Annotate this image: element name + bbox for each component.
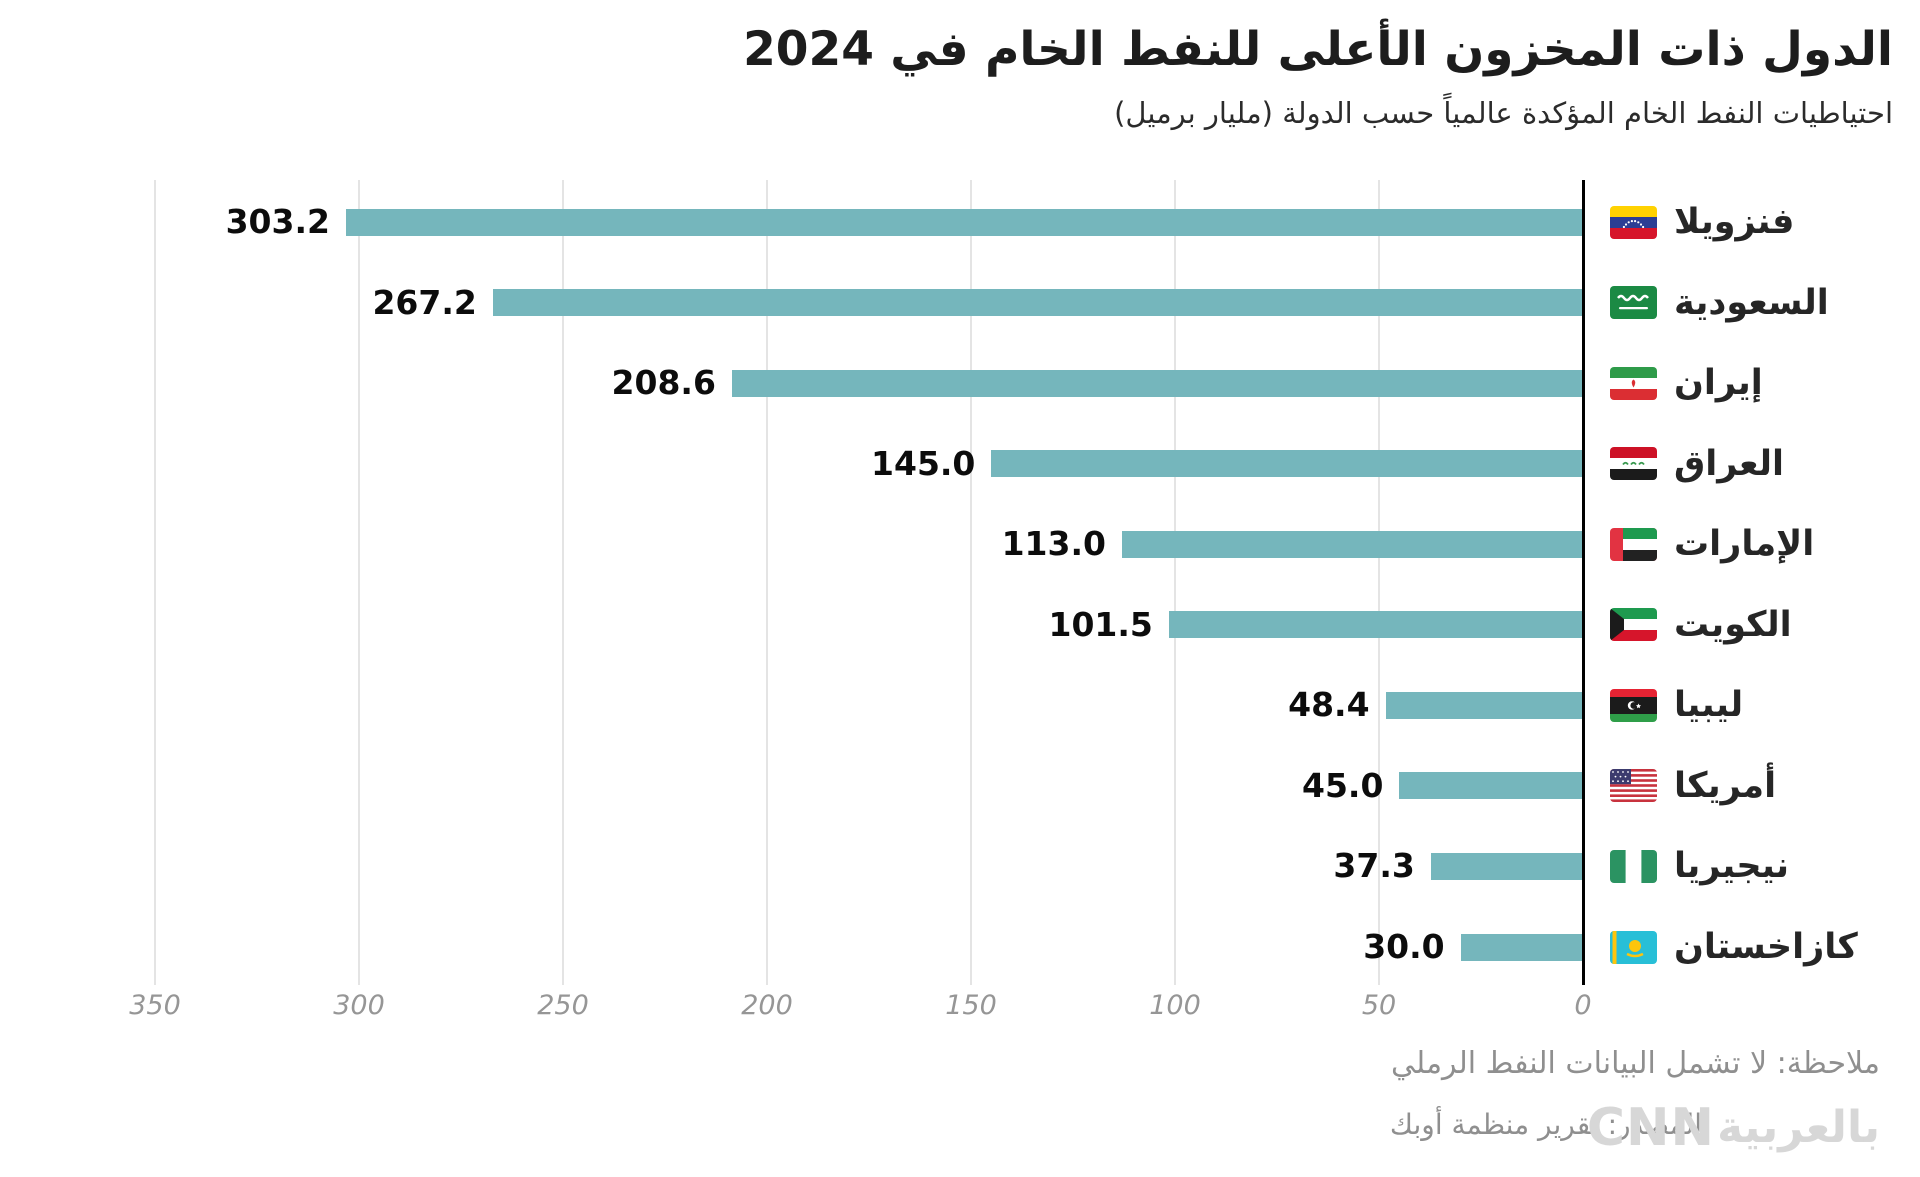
y-axis-zero-line	[1581, 180, 1585, 985]
bar-venezuela	[345, 208, 1583, 236]
value-label-nigeria: 37.3	[1333, 846, 1415, 886]
kazakhstan-flag-icon	[1610, 930, 1657, 964]
country-label-uae: الإمارات	[1674, 524, 1815, 565]
x-tick-350: 350	[129, 990, 181, 1021]
gridline-100	[1174, 180, 1176, 985]
country-label-kazakhstan: كازاخستان	[1674, 927, 1858, 968]
value-label-libya: 48.4	[1288, 685, 1370, 725]
plot-area: 303.2 267.2 208.6 145.0 113.0 101.5 48.4 45.0 37…	[154, 180, 1585, 985]
value-label-saudi-arabia: 267.2	[372, 282, 477, 322]
libya-flag-icon	[1610, 688, 1657, 722]
bar-kuwait	[1168, 611, 1583, 639]
gridline-350	[154, 180, 156, 985]
uae-flag-icon	[1610, 527, 1657, 561]
kuwait-flag-icon	[1610, 608, 1657, 642]
country-label-iran: إيران	[1674, 363, 1763, 404]
gridline-150	[970, 180, 972, 985]
value-label-iraq: 145.0	[871, 443, 976, 483]
x-tick-50: 50	[1361, 990, 1397, 1021]
country-label-usa: أمريكا	[1674, 765, 1777, 806]
gridline-50	[1378, 180, 1380, 985]
bar-libya	[1385, 691, 1583, 719]
cnn-arabic-logo-text: بالعربية	[1717, 1102, 1880, 1153]
value-label-uae: 113.0	[1001, 524, 1106, 564]
gridline-300	[358, 180, 360, 985]
country-label-nigeria: نيجيريا	[1674, 846, 1789, 887]
country-label-iraq: العراق	[1674, 443, 1784, 484]
usa-flag-icon	[1610, 769, 1657, 803]
bar-nigeria	[1430, 852, 1583, 880]
bar-iraq	[991, 450, 1583, 478]
country-label-saudi-arabia: السعودية	[1674, 282, 1829, 323]
iran-flag-icon	[1610, 366, 1657, 400]
x-tick-250: 250	[537, 990, 589, 1021]
cnn-arabic-logo: CNN بالعربية	[1587, 1096, 1880, 1160]
country-label-kuwait: الكويت	[1674, 604, 1792, 645]
x-tick-300: 300	[333, 990, 385, 1021]
value-label-kuwait: 101.5	[1048, 604, 1153, 644]
chart-source: المصدر: تقرير منظمة أوبك	[1389, 1108, 1702, 1141]
value-label-venezuela: 303.2	[225, 202, 330, 241]
iraq-flag-icon	[1610, 447, 1657, 481]
x-tick-100: 100	[1149, 990, 1201, 1021]
bar-iran	[731, 369, 1583, 397]
bar-saudi-arabia	[492, 289, 1583, 317]
saudi-arabia-flag-icon	[1610, 286, 1657, 320]
bar-usa	[1399, 772, 1583, 800]
gridline-200	[766, 180, 768, 985]
value-label-kazakhstan: 30.0	[1363, 927, 1445, 967]
value-label-iran: 208.6	[611, 363, 716, 403]
x-tick-0: 0	[1574, 990, 1592, 1021]
country-label-libya: ليبيا	[1674, 685, 1744, 726]
x-tick-200: 200	[741, 990, 793, 1021]
bar-uae	[1121, 530, 1583, 558]
cnn-logo-text: CNN	[1586, 1098, 1716, 1158]
x-tick-150: 150	[945, 990, 997, 1021]
venezuela-flag-icon	[1610, 205, 1657, 239]
gridline-250	[562, 180, 564, 985]
nigeria-flag-icon	[1610, 849, 1657, 883]
chart-subtitle: احتياطيات النفط الخام المؤكدة عالمياً حس…	[1114, 96, 1893, 130]
chart-note: ملاحظة: لا تشمل البيانات النفط الرملي	[1391, 1046, 1880, 1081]
value-label-usa: 45.0	[1301, 765, 1384, 805]
bar-kazakhstan	[1460, 933, 1583, 961]
chart-title: الدول ذات المخزون الأعلى للنفط الخام في …	[743, 22, 1893, 77]
country-label-venezuela: فنزويلا	[1674, 202, 1795, 242]
